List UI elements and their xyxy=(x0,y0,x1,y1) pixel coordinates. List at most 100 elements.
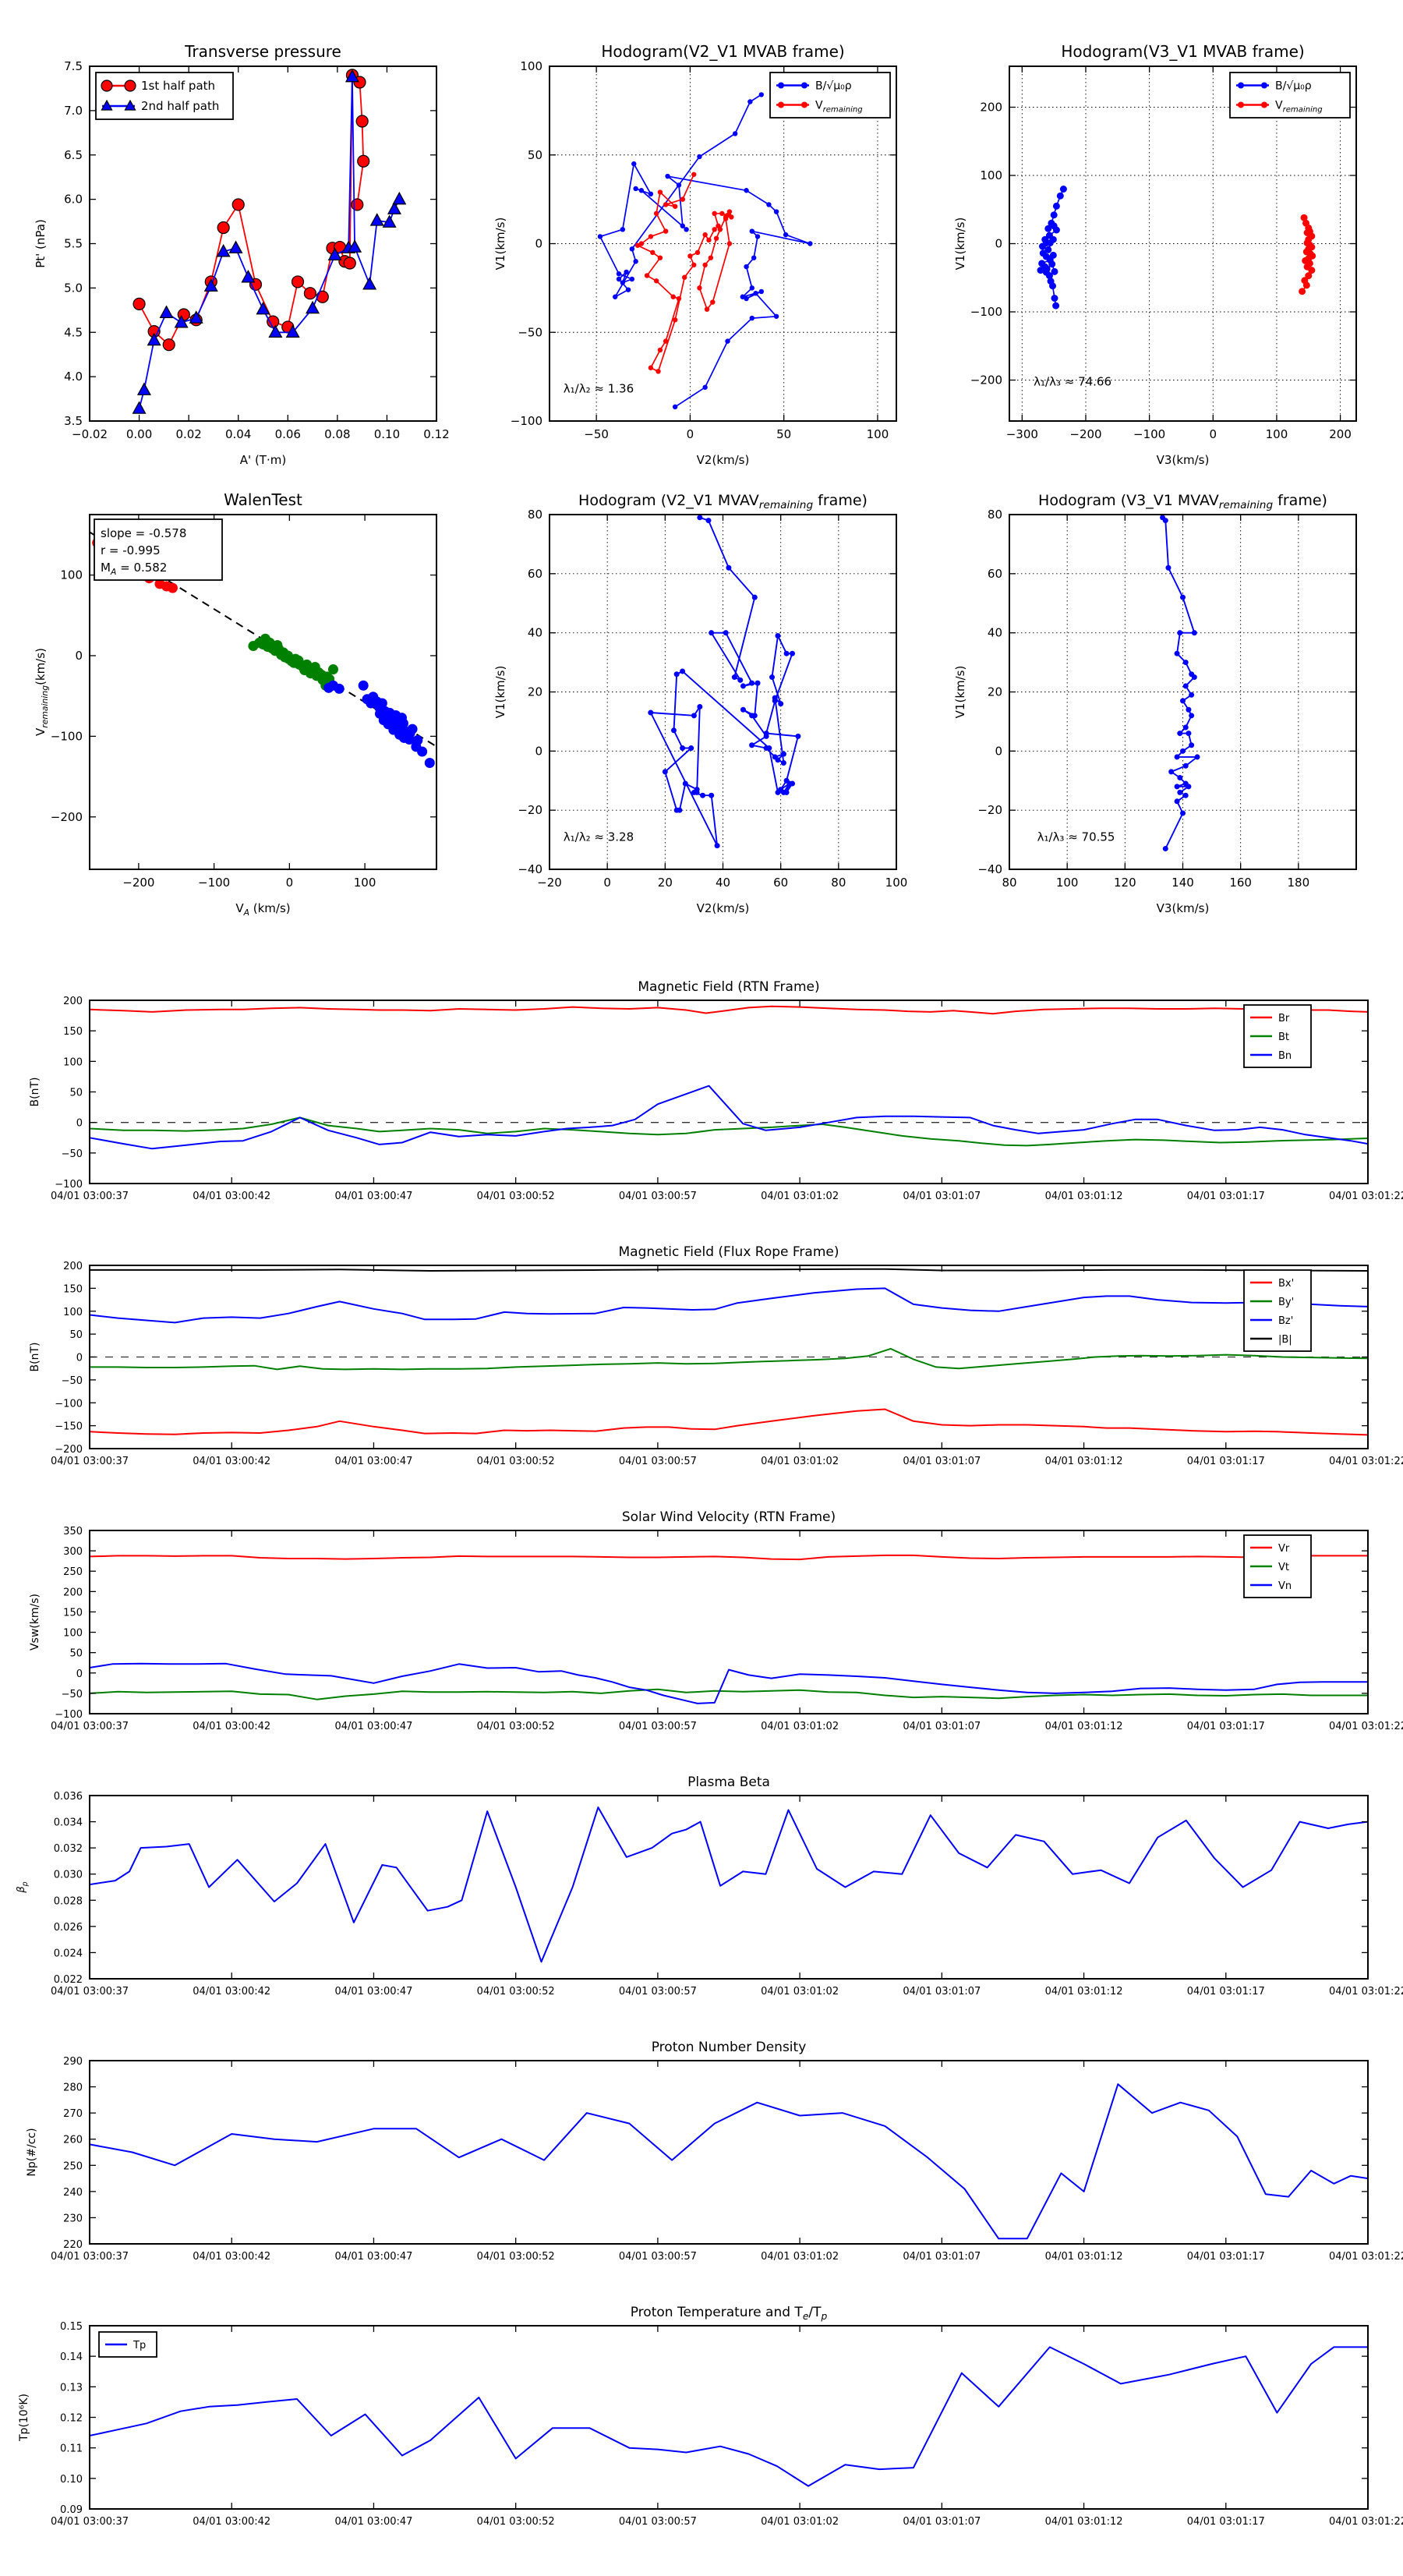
axes-frame xyxy=(89,1795,1369,1980)
svg-text:Bx': Bx' xyxy=(1278,1278,1294,1290)
svg-text:250: 250 xyxy=(63,1566,83,1578)
svg-text:A' (T·m): A' (T·m) xyxy=(240,453,286,467)
svg-text:300: 300 xyxy=(63,1546,83,1558)
svg-text:Solar Wind Velocity (RTN Frame: Solar Wind Velocity (RTN Frame) xyxy=(622,1509,836,1525)
svg-text:04/01 03:00:37: 04/01 03:00:37 xyxy=(51,2251,129,2263)
svg-text:20: 20 xyxy=(528,685,542,699)
series-2nd-half-path xyxy=(132,69,407,414)
tick-labels: 04/01 03:00:37 04/01 03:00:42 04/01 03:00:… xyxy=(51,2056,1403,2263)
svg-text:20: 20 xyxy=(658,876,673,890)
svg-text:04/01 03:01:07: 04/01 03:01:07 xyxy=(903,2251,981,2263)
series-B-sqrt-mu0rho xyxy=(597,92,813,409)
svg-text:200: 200 xyxy=(1329,427,1352,441)
ticks xyxy=(550,65,896,422)
svg-text:−100: −100 xyxy=(198,876,230,890)
svg-text:100: 100 xyxy=(63,1628,83,1640)
series-Bn xyxy=(89,1085,1369,1150)
svg-text:40: 40 xyxy=(716,876,730,890)
svg-text:Vt: Vt xyxy=(1278,1562,1289,1573)
svg-text:04/01 03:00:57: 04/01 03:00:57 xyxy=(619,1721,697,1732)
svg-text:6.5: 6.5 xyxy=(64,148,83,162)
svg-text:04/01 03:00:57: 04/01 03:00:57 xyxy=(619,1191,697,1202)
legend: B/√μ₀ρ Vremaining xyxy=(1229,72,1351,119)
svg-text:100: 100 xyxy=(520,59,542,73)
svg-text:04/01 03:00:42: 04/01 03:00:42 xyxy=(193,1986,270,1997)
svg-text:Hodogram (V3_V1 MVAVremaining: Hodogram (V3_V1 MVAVremaining frame) xyxy=(1038,492,1327,511)
svg-text:Bt: Bt xyxy=(1278,1031,1289,1043)
plot-walen-test: −200 −100 0 100 −200 −100 0 100 WalenTest VA (km/… xyxy=(34,490,437,918)
series-V-remaining xyxy=(634,172,734,374)
svg-text:04/01 03:01:17: 04/01 03:01:17 xyxy=(1187,1191,1265,1202)
svg-text:50: 50 xyxy=(776,427,791,441)
svg-text:20: 20 xyxy=(988,685,1002,699)
svg-text:40: 40 xyxy=(528,626,542,640)
svg-text:−50: −50 xyxy=(518,325,542,339)
svg-text:λ₁/λ₂ ≈ 3.28: λ₁/λ₂ ≈ 3.28 xyxy=(564,830,634,844)
svg-text:04/01 03:00:42: 04/01 03:00:42 xyxy=(193,2251,270,2263)
svg-text:04/01 03:01:17: 04/01 03:01:17 xyxy=(1187,2516,1265,2528)
ticks xyxy=(89,2060,1369,2245)
svg-text:04/01 03:00:37: 04/01 03:00:37 xyxy=(51,1456,129,1467)
svg-text:04/01 03:00:57: 04/01 03:00:57 xyxy=(619,1986,697,1997)
svg-text:04/01 03:01:02: 04/01 03:01:02 xyxy=(761,2251,839,2263)
svg-text:Proton Number Density: Proton Number Density xyxy=(652,2040,807,2055)
svg-text:04/01 03:00:37: 04/01 03:00:37 xyxy=(51,1191,129,1202)
svg-text:MA = 0.582: MA = 0.582 xyxy=(101,561,167,577)
svg-text:60: 60 xyxy=(988,567,1002,581)
svg-text:−40: −40 xyxy=(518,862,542,876)
svg-text:0.08: 0.08 xyxy=(324,427,350,441)
svg-text:Plasma Beta: Plasma Beta xyxy=(687,1775,770,1790)
svg-text:Magnetic Field (Flux Rope Fram: Magnetic Field (Flux Rope Frame) xyxy=(619,1244,839,1260)
svg-text:0.06: 0.06 xyxy=(275,427,301,441)
svg-text:04/01 03:01:07: 04/01 03:01:07 xyxy=(903,2516,981,2528)
plot-magnetic-field-rtn: 04/01 03:00:37 04/01 03:00:42 04/01 03:00:… xyxy=(29,979,1403,1202)
svg-text:260: 260 xyxy=(63,2135,83,2146)
svg-text:04/01 03:01:22: 04/01 03:01:22 xyxy=(1329,1721,1403,1732)
svg-text:By': By' xyxy=(1278,1297,1294,1308)
svg-text:−0.02: −0.02 xyxy=(72,427,108,441)
svg-text:−150: −150 xyxy=(55,1421,83,1433)
svg-text:04/01 03:00:47: 04/01 03:00:47 xyxy=(334,1721,412,1732)
svg-text:350: 350 xyxy=(63,1526,83,1537)
ticks xyxy=(89,1000,1369,1184)
svg-text:5.0: 5.0 xyxy=(64,281,83,295)
series-Np xyxy=(89,2083,1369,2240)
svg-text:04/01 03:01:07: 04/01 03:01:07 xyxy=(903,1456,981,1467)
svg-text:Vremaining: Vremaining xyxy=(1275,100,1323,115)
svg-text:240: 240 xyxy=(63,2187,83,2199)
svg-text:04/01 03:01:22: 04/01 03:01:22 xyxy=(1329,1191,1403,1202)
svg-text:280: 280 xyxy=(63,2082,83,2094)
svg-text:βp: βp xyxy=(16,1881,30,1893)
svg-text:−100: −100 xyxy=(511,414,542,428)
svg-text:Proton Temperature and Te/Tp: Proton Temperature and Te/Tp xyxy=(631,2305,828,2322)
svg-text:04/01 03:00:42: 04/01 03:00:42 xyxy=(193,2516,270,2528)
svg-text:−20: −20 xyxy=(977,803,1002,817)
svg-text:04/01 03:00:42: 04/01 03:00:42 xyxy=(193,1456,270,1467)
svg-text:0.026: 0.026 xyxy=(54,1922,83,1934)
svg-text:0.00: 0.00 xyxy=(126,427,152,441)
svg-text:0.15: 0.15 xyxy=(60,2321,83,2333)
svg-text:04/01 03:00:52: 04/01 03:00:52 xyxy=(477,2251,555,2263)
plot-hodogram-v2v1-mvab: −50 0 50 100 −100 −50 0 50 100 Hodogram(V2_V1 MVA… xyxy=(493,42,897,467)
svg-text:4.5: 4.5 xyxy=(64,325,83,339)
svg-text:Vremaining: Vremaining xyxy=(815,100,863,115)
svg-text:−200: −200 xyxy=(122,876,154,890)
svg-text:0: 0 xyxy=(76,1118,83,1130)
svg-text:80: 80 xyxy=(528,508,542,522)
svg-text:0: 0 xyxy=(995,744,1002,758)
axes-frame xyxy=(89,514,437,870)
svg-text:V1(km/s): V1(km/s) xyxy=(493,218,507,271)
svg-text:λ₁/λ₃ ≈ 74.66: λ₁/λ₃ ≈ 74.66 xyxy=(1034,375,1111,389)
svg-text:Magnetic Field (RTN Frame): Magnetic Field (RTN Frame) xyxy=(638,979,819,995)
svg-text:04/01 03:00:57: 04/01 03:00:57 xyxy=(619,2251,697,2263)
plot-solar-wind-velocity: 04/01 03:00:37 04/01 03:00:42 04/01 03:00:… xyxy=(29,1509,1403,1732)
tick-labels: 04/01 03:00:37 04/01 03:00:42 04/01 03:00:… xyxy=(51,2321,1403,2528)
svg-text:04/01 03:00:52: 04/01 03:00:52 xyxy=(477,1456,555,1467)
svg-text:04/01 03:00:57: 04/01 03:00:57 xyxy=(619,1456,697,1467)
svg-text:04/01 03:01:02: 04/01 03:01:02 xyxy=(761,1191,839,1202)
series-B-magnitude xyxy=(90,1268,1369,1272)
svg-text:100: 100 xyxy=(63,1307,83,1318)
svg-text:Bz': Bz' xyxy=(1278,1315,1293,1327)
